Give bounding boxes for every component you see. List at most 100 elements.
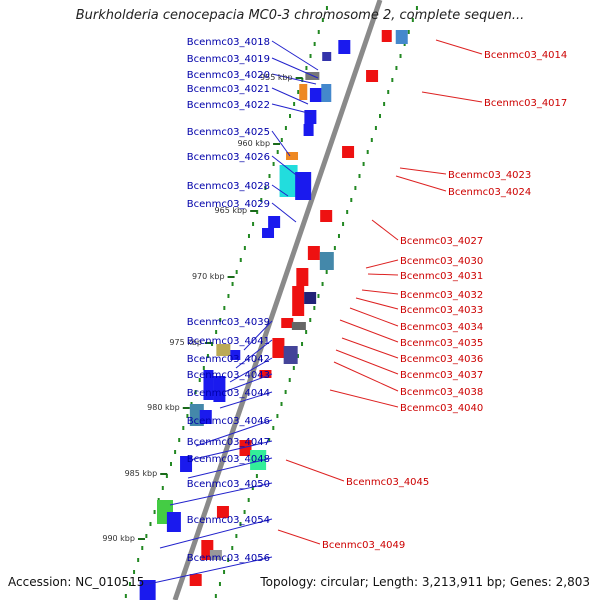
track-tick: [296, 354, 299, 358]
track-tick: [256, 210, 259, 214]
track-tick: [370, 138, 373, 142]
track-tick: [292, 366, 295, 370]
label-leader: [361, 289, 399, 295]
track-tick: [235, 534, 238, 538]
kbp-label: 970 kbp: [192, 272, 225, 281]
kbp-label: 960 kbp: [237, 139, 270, 148]
track-tick: [243, 246, 246, 250]
gene-block: [319, 252, 334, 270]
gene-label-right: Bcenmc03_4017: [484, 98, 567, 109]
gene-block: [303, 124, 314, 136]
gene-block: [309, 88, 322, 102]
track-tick: [309, 54, 312, 58]
track-tick: [186, 414, 189, 418]
map-title: Burkholderia cenocepacia MC0-3 chromosom…: [75, 8, 525, 23]
gene-block: [296, 268, 309, 286]
track-tick: [272, 426, 275, 430]
summary-text: Topology: circular; Length: 3,213,911 bp…: [260, 575, 590, 589]
track-tick: [325, 270, 328, 274]
track-tick: [223, 570, 226, 574]
track-tick: [178, 438, 181, 442]
track-tick: [293, 102, 296, 106]
track-tick: [313, 306, 316, 310]
gene-block: [272, 338, 285, 358]
kbp-tick: [295, 77, 303, 79]
gene-block: [283, 346, 298, 364]
label-leader: [271, 202, 297, 223]
track-tick: [202, 366, 205, 370]
track-tick: [289, 114, 292, 118]
track-tick: [309, 318, 312, 322]
track-tick: [247, 234, 250, 238]
gene-label-right: Bcenmc03_4037: [400, 370, 483, 381]
kbp-label: 975 kbp: [169, 338, 202, 347]
gene-label-left: Bcenmc03_4050: [187, 479, 270, 490]
gene-block: [395, 30, 408, 44]
gene-block: [304, 110, 317, 124]
gene-label-left: Bcenmc03_4056: [187, 553, 270, 564]
track-tick: [182, 426, 185, 430]
track-tick: [391, 78, 394, 82]
gene-label-left: Bcenmc03_4047: [187, 437, 270, 448]
label-leader: [349, 307, 399, 327]
gene-block: [213, 376, 226, 402]
track-tick: [215, 330, 218, 334]
track-tick: [411, 18, 414, 22]
gene-block: [259, 370, 272, 378]
track-tick: [219, 318, 222, 322]
label-leader: [219, 391, 273, 409]
label-leader: [399, 167, 447, 175]
label-leader: [271, 130, 291, 157]
track-tick: [325, 6, 328, 10]
gene-label-left: Bcenmc03_4048: [187, 454, 270, 465]
label-leader: [329, 389, 399, 408]
track-tick: [301, 342, 304, 346]
label-leader: [271, 155, 301, 179]
gene-block: [203, 370, 214, 400]
track-tick: [231, 282, 234, 286]
track-tick: [141, 546, 144, 550]
kbp-tick: [250, 210, 258, 212]
gene-block: [366, 70, 379, 82]
track-tick: [354, 186, 357, 190]
gene-block: [322, 52, 332, 61]
label-leader: [271, 40, 319, 71]
gene-block: [295, 172, 312, 200]
label-leader: [285, 459, 345, 482]
label-leader: [271, 103, 313, 115]
accession-text: Accession: NC_010515: [8, 575, 145, 589]
kbp-tick: [182, 407, 190, 409]
track-tick: [227, 294, 230, 298]
track-tick: [317, 30, 320, 34]
gene-block: [381, 30, 392, 42]
track-tick: [206, 354, 209, 358]
track-tick: [243, 510, 246, 514]
label-leaders: [143, 39, 483, 586]
track-tick: [362, 162, 365, 166]
track-tick: [239, 522, 242, 526]
kbp-label: 990 kbp: [102, 534, 135, 543]
gene-block: [262, 228, 275, 238]
gene-block: [292, 286, 305, 316]
track-tick: [137, 558, 140, 562]
gene-block: [268, 216, 281, 228]
gene-label-left: Bcenmc03_4044: [187, 388, 270, 399]
label-leader: [395, 175, 447, 192]
track-tick: [374, 126, 377, 130]
kbp-label: 980 kbp: [147, 403, 180, 412]
track-tick: [128, 582, 131, 586]
track-tick: [174, 450, 177, 454]
gene-block: [216, 344, 231, 356]
label-leader: [365, 259, 399, 269]
track-tick: [301, 78, 304, 82]
gene-block: [166, 512, 181, 532]
kbp-tick: [160, 473, 168, 475]
gene-block: [307, 246, 320, 260]
label-leader: [339, 319, 399, 343]
track-tick: [284, 126, 287, 130]
gene-label-left: Bcenmc03_4022: [187, 100, 270, 111]
track-tick: [305, 66, 308, 70]
gene-label-right: Bcenmc03_4036: [400, 354, 483, 365]
